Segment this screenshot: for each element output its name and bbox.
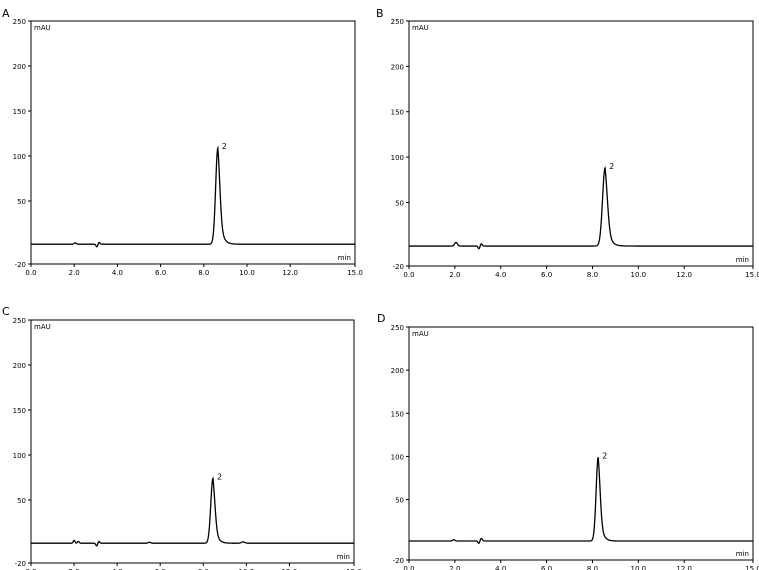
- plot-frame: [30, 20, 356, 265]
- y-tick-label: 50: [395, 199, 404, 207]
- x-tick-label: 10.0: [239, 568, 255, 570]
- x-tick-label: 12.0: [282, 269, 298, 277]
- peak-label: 2: [602, 451, 607, 460]
- panel-label: D: [377, 312, 385, 325]
- y-tick-label: 50: [17, 198, 26, 206]
- y-tick-label: 100: [391, 154, 404, 162]
- plot-frame: [408, 326, 754, 561]
- y-tick-label: 150: [13, 407, 26, 415]
- y-tick-label: 100: [13, 452, 26, 460]
- x-tick-label: 6.0: [541, 565, 552, 570]
- peak-label: 2: [217, 472, 222, 481]
- panel-label: C: [2, 305, 10, 318]
- x-tick-label: 2.0: [69, 269, 80, 277]
- x-tick-label: 4.0: [112, 568, 123, 570]
- x-tick-label: 12.0: [282, 568, 298, 570]
- y-tick-label: 250: [13, 317, 26, 325]
- y-tick-label: 50: [395, 497, 404, 505]
- chromatogram-panel-c: C -20 50 100 150 200 250 0.0 2.0 4.0 6.0 8.0 10.0 12.…: [2, 305, 362, 570]
- x-tick-label: 12.0: [676, 271, 692, 279]
- chromatogram-trace: [409, 457, 753, 544]
- x-tick-label: 8.0: [587, 565, 598, 570]
- y-tick-label: 250: [13, 18, 26, 26]
- x-tick-label: 15.0: [347, 269, 363, 277]
- y-tick-label: 150: [13, 108, 26, 116]
- x-tick-label: 2.0: [449, 565, 460, 570]
- x-tick-label: 8.0: [198, 269, 209, 277]
- y-axis-label: mAU: [34, 24, 51, 32]
- chromatogram-trace: [31, 476, 354, 547]
- y-tick-label: 100: [13, 153, 26, 161]
- x-tick-label: 0.0: [25, 269, 36, 277]
- panel-label: B: [376, 7, 384, 20]
- y-tick-label: 200: [13, 63, 26, 71]
- x-tick-label: 10.0: [631, 565, 647, 570]
- chromatogram-trace: [409, 166, 753, 250]
- x-tick-label: 15.0: [745, 271, 759, 279]
- y-tick-label: 250: [391, 324, 404, 332]
- x-tick-label: 15.0: [745, 565, 759, 570]
- x-tick-label: 12.0: [676, 565, 692, 570]
- y-tick-label: 200: [391, 367, 404, 375]
- x-tick-label: 0.0: [403, 565, 414, 570]
- x-tick-label: 6.0: [541, 271, 552, 279]
- y-tick-label: 150: [391, 410, 404, 418]
- y-tick-label: 150: [391, 109, 404, 117]
- x-tick-label: 8.0: [587, 271, 598, 279]
- chromatogram-panel-d: D -20 50 100 150 200 250 0.0 2.0 4.0 6.0 8.0 10.0 12.…: [377, 312, 759, 570]
- x-tick-label: 0.0: [403, 271, 414, 279]
- y-tick-label: 50: [17, 497, 26, 505]
- chromatogram-panel-a: A -20 50 100 150 200 250 0.0 2.0 4.0 6.0 8.0 10.0 12.…: [2, 7, 363, 277]
- x-tick-label: 2.0: [449, 271, 460, 279]
- x-tick-label: 0.0: [25, 568, 36, 570]
- x-tick-label: 4.0: [495, 271, 506, 279]
- y-axis-label: mAU: [34, 323, 51, 331]
- chromatogram-panel-b: B -20 50 100 150 200 250 0.0 2.0 4.0 6.0 8.0 10.0 12.…: [376, 7, 759, 279]
- x-tick-label: 6.0: [155, 568, 166, 570]
- y-axis-label: mAU: [412, 330, 429, 338]
- y-tick-label: 200: [391, 63, 404, 71]
- x-tick-label: 8.0: [198, 568, 209, 570]
- x-axis-label: min: [338, 254, 351, 262]
- x-tick-label: 15.0: [346, 568, 362, 570]
- x-tick-label: 2.0: [68, 568, 79, 570]
- y-tick-label: 100: [391, 453, 404, 461]
- peak-label: 2: [609, 162, 614, 171]
- y-tick-label: -20: [15, 560, 26, 568]
- peak-label: 2: [222, 142, 227, 151]
- x-tick-label: 10.0: [239, 269, 255, 277]
- y-tick-label: 200: [13, 362, 26, 370]
- x-tick-label: 6.0: [155, 269, 166, 277]
- panel-label: A: [2, 7, 10, 20]
- x-axis-label: min: [337, 553, 350, 561]
- x-tick-label: 4.0: [495, 565, 506, 570]
- y-tick-label: 250: [391, 18, 404, 26]
- chromatogram-trace: [31, 145, 355, 248]
- plot-frame: [408, 20, 754, 267]
- y-tick-label: -20: [393, 557, 404, 565]
- y-tick-label: -20: [393, 263, 404, 271]
- plot-frame: [30, 319, 355, 564]
- y-tick-label: -20: [15, 261, 26, 269]
- x-axis-label: min: [736, 256, 749, 264]
- x-tick-label: 4.0: [112, 269, 123, 277]
- y-axis-label: mAU: [412, 24, 429, 32]
- x-tick-label: 10.0: [631, 271, 647, 279]
- x-axis-label: min: [736, 550, 749, 558]
